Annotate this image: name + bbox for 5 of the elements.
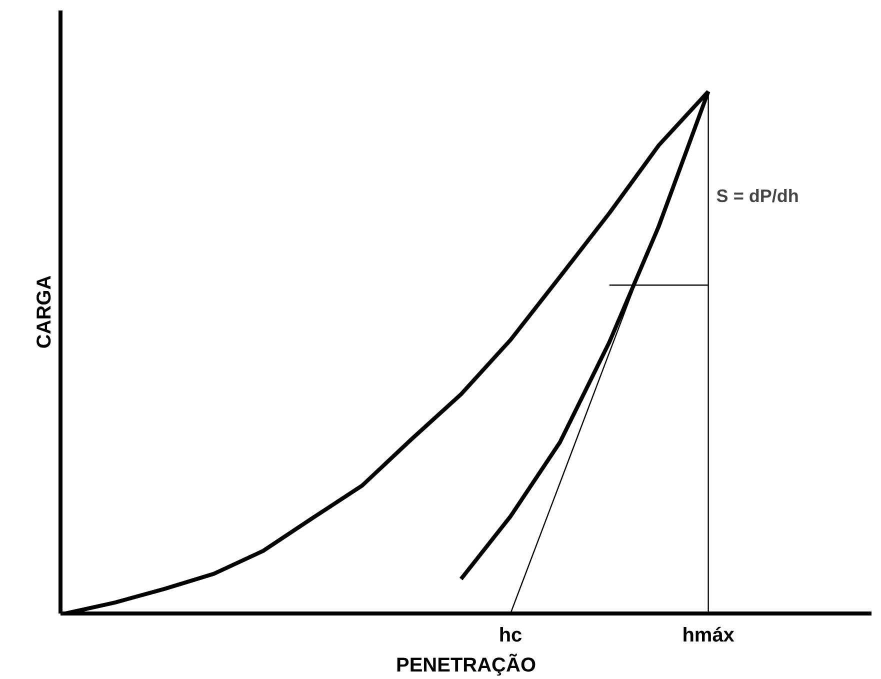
annotation: S = dP/dh — [716, 186, 799, 206]
x-tick-label: hc — [498, 624, 522, 646]
x-tick-label: hmáx — [682, 624, 734, 646]
x-axis-title: PENETRAÇÃO — [396, 654, 536, 676]
y-axis-title: CARGA — [34, 275, 56, 349]
